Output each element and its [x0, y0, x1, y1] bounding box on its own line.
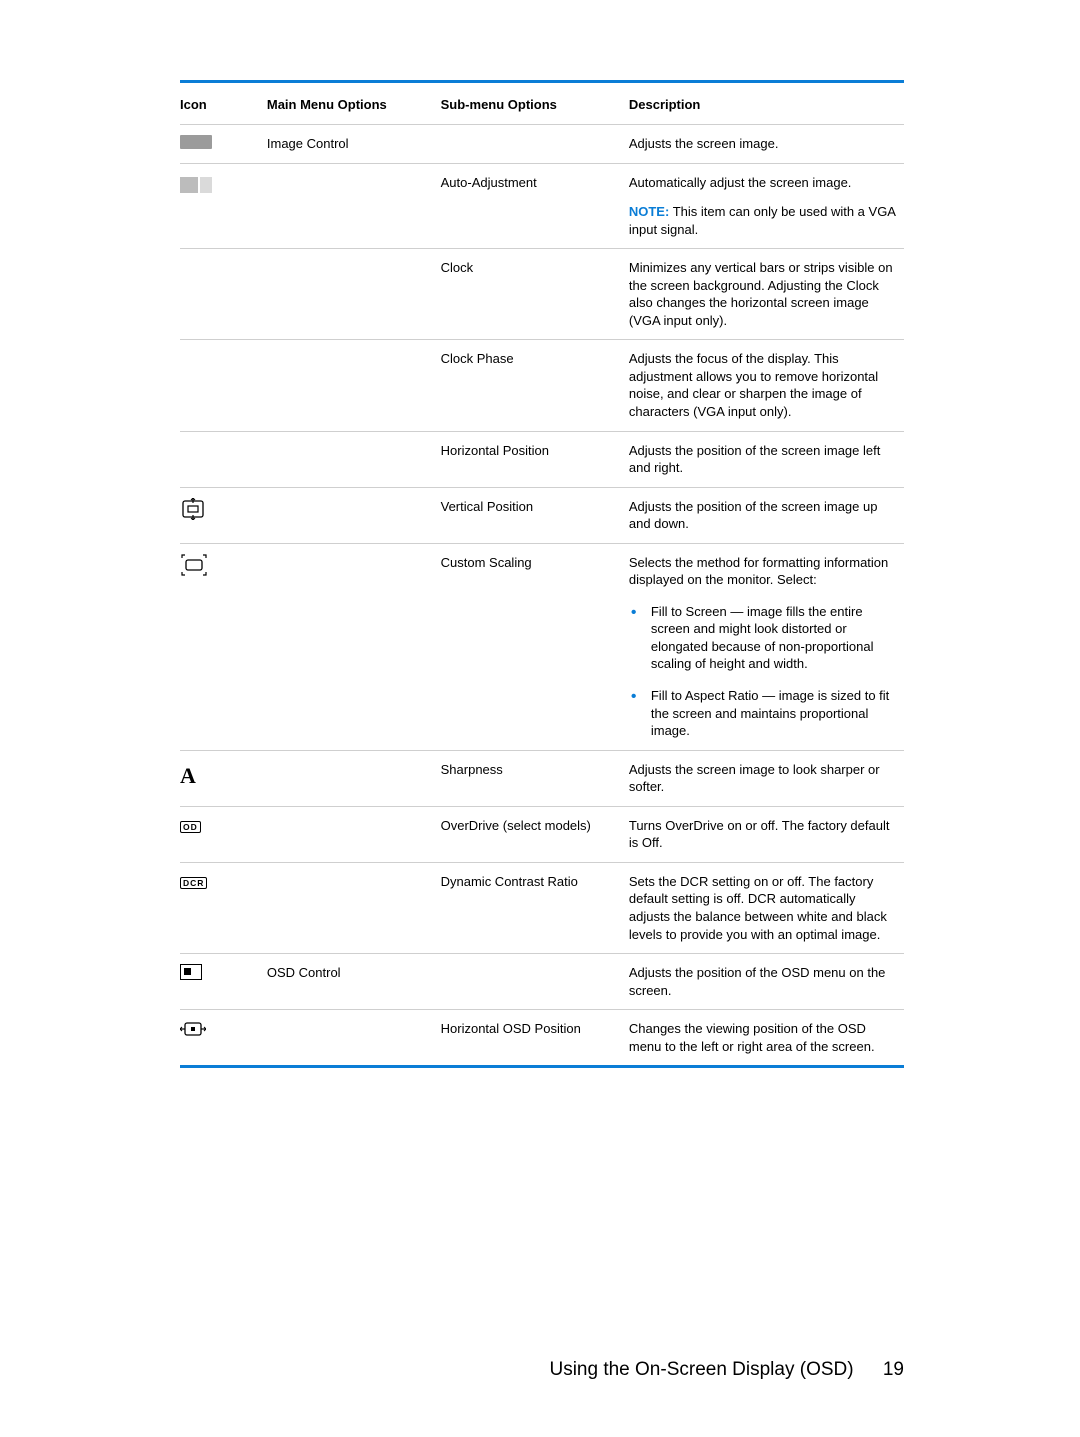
main-menu-cell: OSD Control [267, 954, 441, 1010]
description-cell: Adjusts the position of the OSD menu on … [629, 954, 904, 1010]
header-desc: Description [629, 83, 904, 125]
note-block: NOTE: This item can only be used with a … [629, 203, 896, 238]
image-control-icon [180, 135, 212, 149]
sharpness-icon: A [180, 763, 196, 788]
dcr-icon: DCR [180, 877, 207, 890]
icon-cell [180, 431, 267, 487]
icon-cell [180, 543, 267, 750]
main-menu-cell [267, 340, 441, 431]
icon-cell [180, 340, 267, 431]
main-menu-cell [267, 487, 441, 543]
horizontal-osd-position-icon [180, 1020, 206, 1038]
page-number: 19 [883, 1359, 904, 1380]
main-menu-cell: Image Control [267, 125, 441, 164]
overdrive-icon: OD [180, 821, 201, 834]
icon-cell: A [180, 750, 267, 806]
main-menu-cell [267, 249, 441, 340]
description-cell: Adjusts the position of the screen image… [629, 487, 904, 543]
description-cell: Adjusts the screen image. [629, 125, 904, 164]
sub-menu-cell: Horizontal Position [441, 431, 629, 487]
main-menu-cell [267, 431, 441, 487]
osd-options-table: Icon Main Menu Options Sub-menu Options … [180, 80, 904, 1068]
main-menu-cell [267, 862, 441, 953]
sub-menu-cell: Auto-Adjustment [441, 163, 629, 249]
table-row: Horizontal Position Adjusts the position… [180, 431, 904, 487]
header-icon: Icon [180, 83, 267, 125]
icon-cell [180, 163, 267, 249]
description-cell: Adjusts the position of the screen image… [629, 431, 904, 487]
description-cell: Turns OverDrive on or off. The factory d… [629, 806, 904, 862]
main-menu-cell [267, 1010, 441, 1066]
header-sub: Sub-menu Options [441, 83, 629, 125]
list-item: Fill to Screen — image fills the entire … [629, 603, 896, 673]
main-menu-cell [267, 750, 441, 806]
sub-menu-cell [441, 125, 629, 164]
description-cell: Selects the method for formatting inform… [629, 543, 904, 750]
sub-menu-cell: Custom Scaling [441, 543, 629, 750]
table-header-row: Icon Main Menu Options Sub-menu Options … [180, 83, 904, 125]
description-cell: Changes the viewing position of the OSD … [629, 1010, 904, 1066]
desc-intro: Selects the method for formatting inform… [629, 554, 896, 589]
icon-cell [180, 487, 267, 543]
main-menu-cell [267, 163, 441, 249]
sub-menu-cell: Clock Phase [441, 340, 629, 431]
icon-cell [180, 1010, 267, 1066]
description-cell: Automatically adjust the screen image. N… [629, 163, 904, 249]
description-cell: Adjusts the focus of the display. This a… [629, 340, 904, 431]
page-footer: Using the On-Screen Display (OSD) 19 [549, 1359, 904, 1381]
table-row: Clock Phase Adjusts the focus of the dis… [180, 340, 904, 431]
list-item: Fill to Aspect Ratio — image is sized to… [629, 687, 896, 740]
table-row: OD OverDrive (select models) Turns OverD… [180, 806, 904, 862]
table-row: Custom Scaling Selects the method for fo… [180, 543, 904, 750]
header-main: Main Menu Options [267, 83, 441, 125]
table-row: Clock Minimizes any vertical bars or str… [180, 249, 904, 340]
sub-menu-cell: Dynamic Contrast Ratio [441, 862, 629, 953]
osd-control-icon [180, 964, 202, 980]
description-cell: Minimizes any vertical bars or strips vi… [629, 249, 904, 340]
table-row: Horizontal OSD Position Changes the view… [180, 1010, 904, 1066]
icon-cell: OD [180, 806, 267, 862]
icon-cell [180, 954, 267, 1010]
sub-menu-cell: OverDrive (select models) [441, 806, 629, 862]
footer-text: Using the On-Screen Display (OSD) [549, 1359, 853, 1380]
main-menu-cell [267, 806, 441, 862]
table-row: DCR Dynamic Contrast Ratio Sets the DCR … [180, 862, 904, 953]
note-label: NOTE: [629, 204, 669, 219]
table-row: OSD Control Adjusts the position of the … [180, 954, 904, 1010]
sub-menu-cell: Clock [441, 249, 629, 340]
desc-bullets: Fill to Screen — image fills the entire … [629, 603, 896, 740]
table-bottom-rule [180, 1065, 904, 1068]
custom-scaling-icon [180, 554, 208, 576]
table-row: Image Control Adjusts the screen image. [180, 125, 904, 164]
sub-menu-cell: Horizontal OSD Position [441, 1010, 629, 1066]
icon-cell [180, 125, 267, 164]
desc-line: Automatically adjust the screen image. [629, 174, 896, 192]
table-row: Vertical Position Adjusts the position o… [180, 487, 904, 543]
sub-menu-cell: Sharpness [441, 750, 629, 806]
icon-cell: DCR [180, 862, 267, 953]
table-row: Auto-Adjustment Automatically adjust the… [180, 163, 904, 249]
sub-menu-cell [441, 954, 629, 1010]
table-row: A Sharpness Adjusts the screen image to … [180, 750, 904, 806]
description-cell: Sets the DCR setting on or off. The fact… [629, 862, 904, 953]
vertical-position-icon [180, 498, 206, 520]
sub-menu-cell: Vertical Position [441, 487, 629, 543]
main-menu-cell [267, 543, 441, 750]
auto-adjustment-icon [180, 174, 212, 194]
note-text: This item can only be used with a VGA in… [629, 204, 895, 237]
table: Icon Main Menu Options Sub-menu Options … [180, 83, 904, 1065]
description-cell: Adjusts the screen image to look sharper… [629, 750, 904, 806]
icon-cell [180, 249, 267, 340]
